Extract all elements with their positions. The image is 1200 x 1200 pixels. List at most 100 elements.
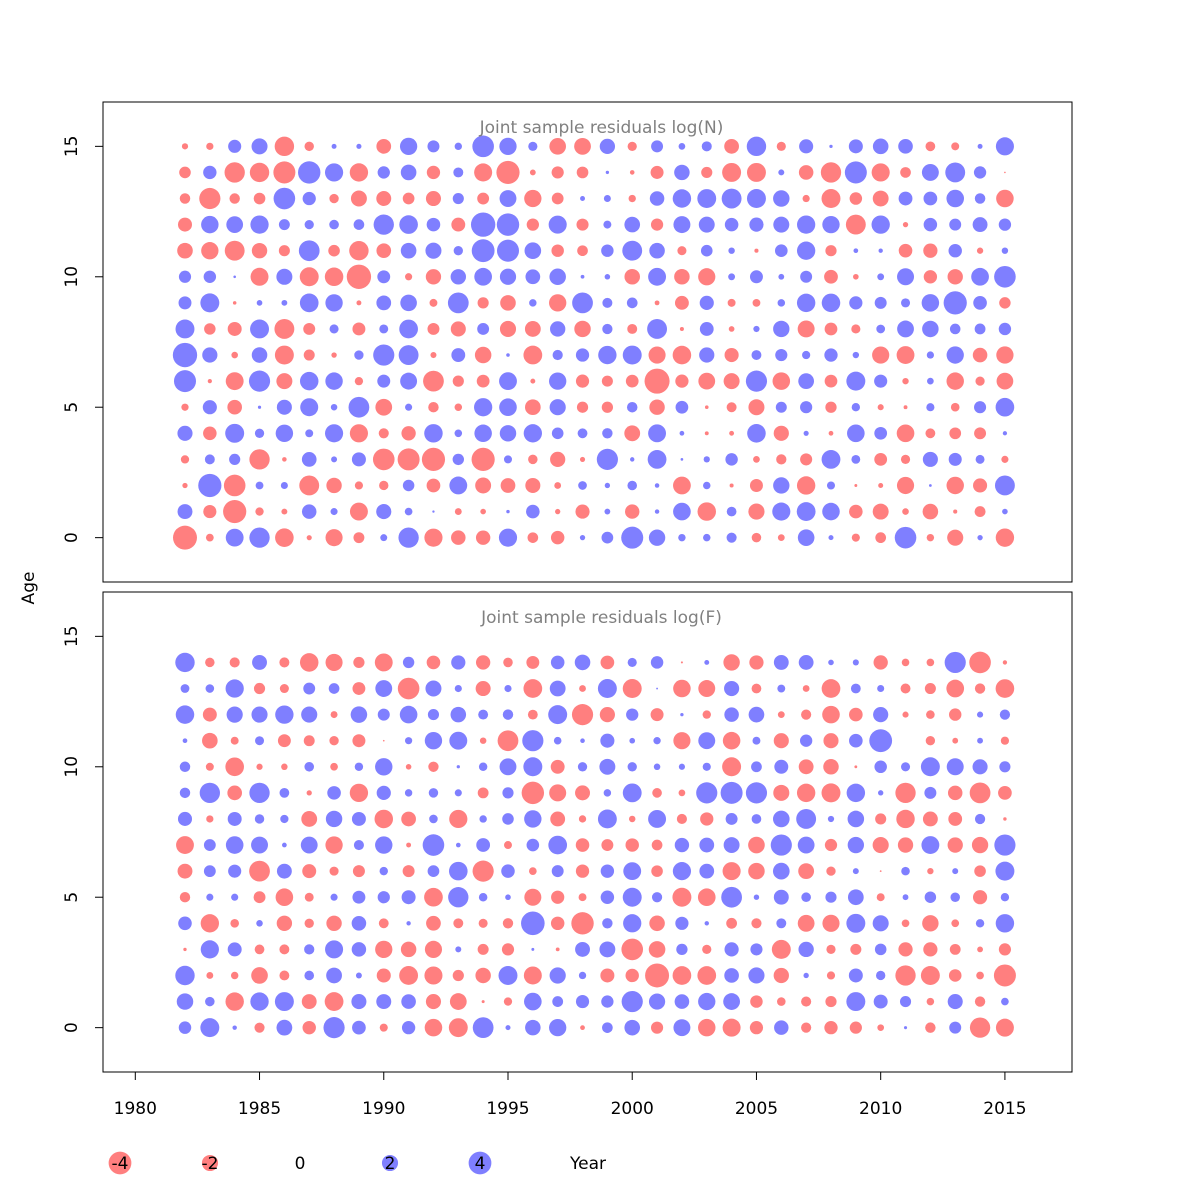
- residual-bubble: [552, 996, 564, 1007]
- residual-bubble: [745, 370, 768, 392]
- residual-bubble: [175, 319, 195, 339]
- residual-bubble: [920, 757, 940, 777]
- residual-bubble: [900, 454, 911, 464]
- residual-bubble: [920, 965, 940, 985]
- residual-bubble: [723, 837, 740, 854]
- residual-bubble: [647, 319, 668, 339]
- residual-bubble: [173, 370, 197, 393]
- residual-bubble: [425, 190, 441, 207]
- panel-title: Joint sample residuals log(F): [480, 608, 722, 628]
- residual-bubble: [503, 997, 513, 1006]
- residual-bubble: [280, 814, 289, 824]
- residual-bubble: [851, 324, 861, 334]
- residual-bubble: [650, 218, 664, 231]
- residual-bubble: [602, 918, 613, 929]
- residual-bubble: [428, 761, 439, 772]
- residual-bubble: [397, 448, 420, 471]
- residual-bubble: [975, 376, 985, 386]
- residual-bubble: [947, 529, 964, 546]
- residual-bubble: [251, 836, 269, 854]
- residual-bubble: [600, 733, 615, 748]
- residual-bubble: [525, 399, 541, 416]
- residual-bubble: [551, 427, 564, 440]
- residual-bubble: [822, 705, 840, 724]
- residual-bubble: [974, 401, 987, 414]
- residual-bubble: [777, 997, 786, 1006]
- residual-bubble: [928, 484, 932, 487]
- residual-bubble: [649, 191, 665, 206]
- residual-bubble: [949, 1021, 962, 1034]
- residual-bubble: [798, 165, 814, 180]
- residual-bubble: [521, 781, 545, 805]
- residual-bubble: [375, 758, 393, 776]
- residual-bubble: [948, 969, 962, 982]
- residual-bubble: [578, 893, 587, 902]
- residual-bubble: [948, 452, 962, 466]
- residual-bubble: [771, 939, 791, 959]
- panel-2: 0 5 10 15 Joint sample residuals log(F): [62, 591, 1073, 1073]
- residual-bubble: [875, 813, 887, 825]
- residual-bubble: [698, 216, 715, 233]
- residual-bubble: [280, 481, 288, 490]
- y-tick-label: 0: [62, 532, 82, 543]
- x-tick-label: 1985: [238, 1099, 281, 1119]
- residual-bubble: [275, 528, 294, 547]
- residual-bubble: [624, 425, 641, 442]
- residual-bubble: [777, 684, 786, 693]
- residual-bubble: [279, 683, 289, 694]
- residual-bubble: [995, 137, 1014, 156]
- residual-bubble: [949, 943, 961, 955]
- residual-bubble: [972, 890, 988, 905]
- residual-bubble: [828, 535, 834, 541]
- residual-bubble: [873, 994, 888, 1009]
- residual-bubble: [973, 296, 987, 310]
- residual-bubble: [996, 346, 1014, 364]
- residual-bubble: [256, 300, 263, 306]
- residual-bubble: [872, 346, 890, 364]
- residual-bubble: [772, 372, 791, 390]
- residual-bubble: [846, 371, 866, 391]
- residual-bubble: [580, 274, 585, 279]
- residual-bubble: [424, 966, 443, 985]
- residual-bubble: [204, 323, 216, 335]
- residual-bubble: [548, 705, 568, 725]
- residual-bubble: [549, 372, 567, 390]
- residual-bubble: [549, 294, 567, 312]
- residual-bubble: [773, 425, 789, 441]
- residual-bubble: [847, 836, 865, 854]
- residual-bubble: [947, 837, 963, 853]
- residual-bubble: [350, 706, 368, 723]
- y-tick-label: 0: [62, 1022, 82, 1033]
- residual-bubble: [522, 730, 544, 752]
- residual-bubble: [477, 787, 489, 799]
- residual-bubble: [899, 996, 912, 1008]
- residual-bubble: [498, 528, 518, 547]
- residual-bubble: [702, 944, 712, 955]
- residual-bubble: [600, 655, 615, 670]
- residual-bubble: [175, 652, 195, 673]
- residual-bubble: [549, 680, 566, 697]
- residual-bubble: [376, 968, 391, 983]
- residual-bubble: [356, 143, 362, 149]
- residual-bubble: [925, 141, 936, 152]
- residual-bubble: [896, 346, 915, 364]
- residual-bubble: [301, 504, 317, 519]
- residual-bubble: [673, 679, 691, 698]
- residual-bubble: [698, 372, 716, 390]
- residual-bubble: [578, 815, 587, 823]
- residual-bubble: [279, 970, 290, 981]
- residual-bubble: [697, 966, 717, 985]
- residual-bubble: [851, 454, 861, 464]
- y-axis-title: Age: [19, 572, 39, 605]
- residual-bubble: [198, 473, 222, 498]
- residual-bubble: [279, 787, 290, 798]
- y-tick-label: 15: [62, 136, 82, 158]
- residual-bubble: [331, 143, 337, 149]
- panel-1: 0 5 10 15 Joint sample residuals log(N): [62, 101, 1073, 583]
- residual-bubble: [948, 812, 963, 826]
- residual-bubble: [549, 1019, 567, 1037]
- residual-bubble: [876, 893, 885, 902]
- residual-bubble: [747, 424, 766, 443]
- residual-bubble: [400, 372, 418, 390]
- residual-bubble: [922, 503, 939, 520]
